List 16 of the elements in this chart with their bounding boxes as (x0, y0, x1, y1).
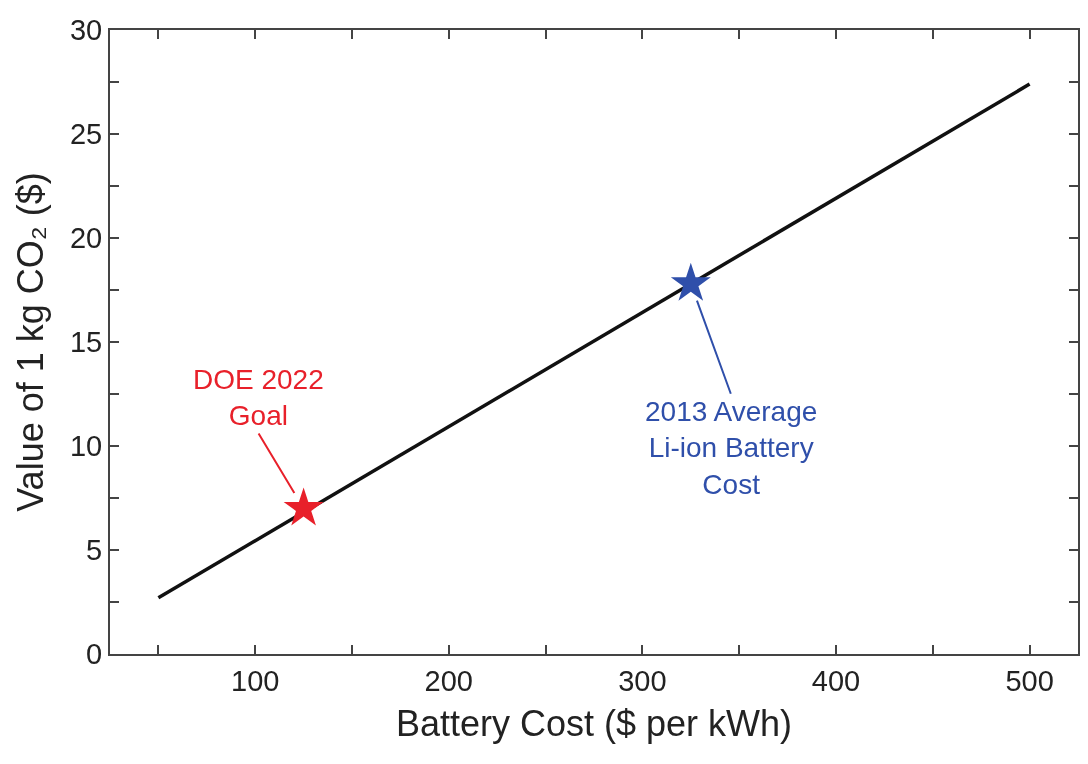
x-axis-title: Battery Cost ($ per kWh) (395, 703, 793, 744)
y-tick-label: 20 (69, 222, 103, 255)
annotation: 2013 Average Li-ion Battery Cost (645, 396, 818, 500)
y-tick-label: 30 (69, 14, 103, 47)
x-tick-label: 500 (1005, 664, 1054, 697)
annotation: DOE 2022 Goal (193, 364, 324, 432)
x-tick-label: 200 (424, 664, 473, 697)
y-axis-title: Value of 1 kg CO₂ ($) (10, 172, 52, 512)
y-tick-label: 5 (86, 534, 103, 567)
y-tick-label: 15 (69, 326, 103, 359)
x-tick-label: 400 (811, 664, 861, 697)
y-tick-label: 25 (69, 118, 103, 151)
y-tick-label: 0 (86, 638, 103, 671)
x-tick-label: 100 (231, 664, 280, 697)
x-tick-label: 300 (618, 664, 667, 697)
y-tick-label: 10 (69, 430, 103, 463)
